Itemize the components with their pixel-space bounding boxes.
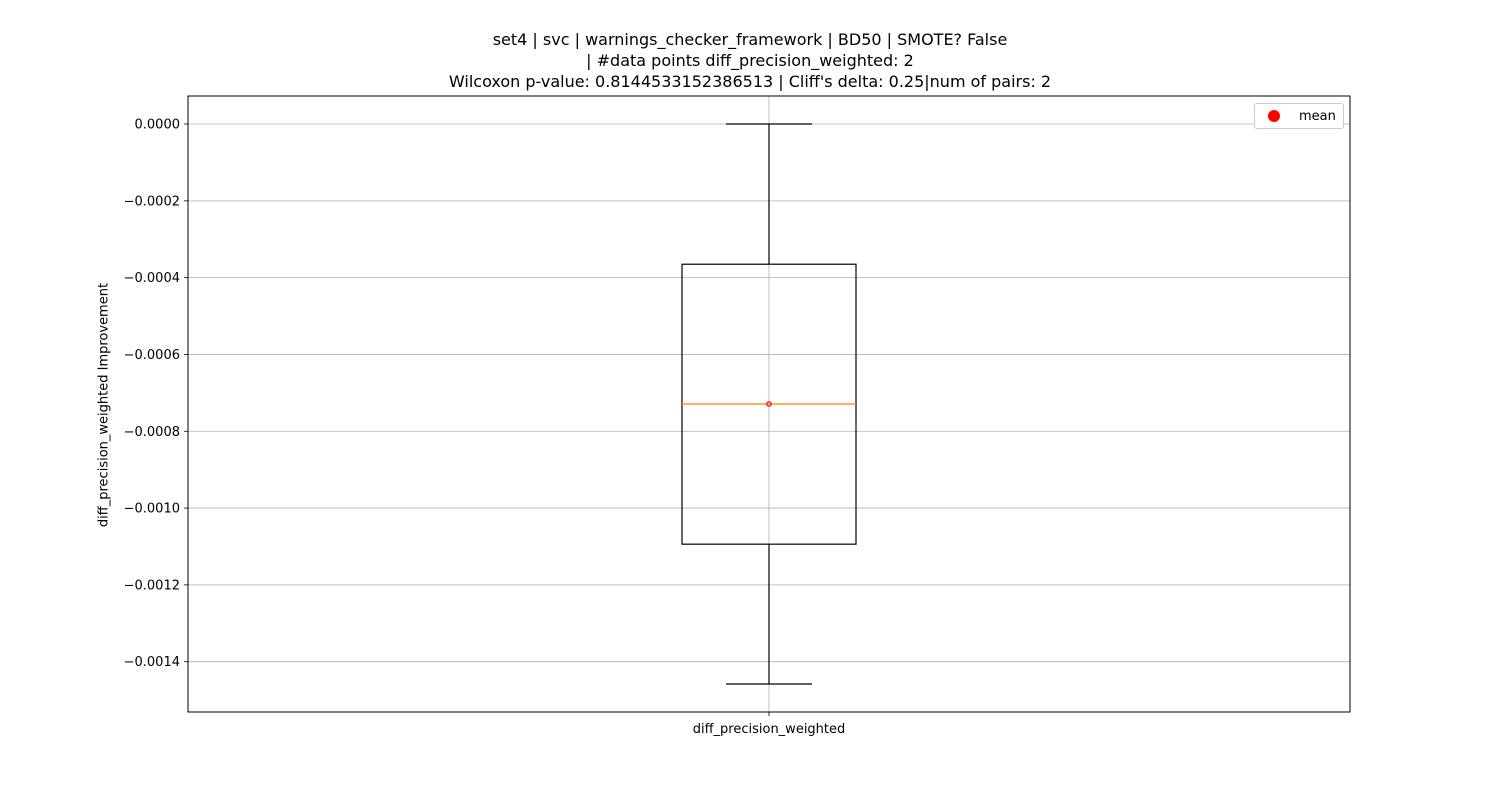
mean-marker	[766, 401, 772, 407]
y-tick-label: −0.0004	[124, 271, 180, 286]
y-tick-label: −0.0006	[124, 348, 180, 363]
chart-title-line-1: set4 | svc | warnings_checker_framework …	[492, 30, 1008, 49]
y-tick-label: −0.0010	[124, 502, 180, 517]
legend-mean-marker	[1268, 110, 1280, 122]
chart-title-line-3: Wilcoxon p-value: 0.8144533152386513 | C…	[448, 72, 1052, 91]
y-tick-label: −0.0002	[124, 194, 180, 209]
axes-frame	[187, 95, 1351, 713]
legend: mean	[1254, 103, 1344, 129]
chart-title-line-2: | #data points diff_precision_weighted: …	[586, 51, 914, 70]
y-tick-label: −0.0008	[124, 425, 180, 440]
y-tick-label: −0.0012	[124, 578, 180, 593]
y-tick-label: 0.0000	[135, 118, 181, 133]
y-tick-label: −0.0014	[124, 655, 180, 670]
x-tick-label: diff_precision_weighted	[693, 722, 846, 737]
legend-mean-label: mean	[1299, 108, 1336, 124]
